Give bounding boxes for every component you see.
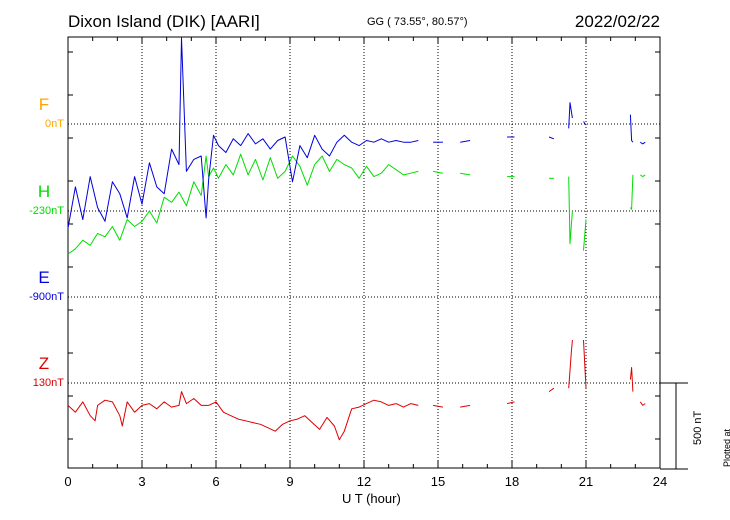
x-tick-label: 6: [212, 474, 219, 489]
series-line-z: [583, 339, 587, 389]
series-line-h: [583, 219, 587, 251]
scale-bar: [660, 382, 688, 470]
series-line-e: [548, 136, 555, 140]
series-line-z: [629, 367, 634, 392]
x-tick-label: 15: [431, 474, 445, 489]
axis-labels: 0 3 6 9 12 15 18 21 24 U T (hour) F 0nT H -230nT E -900…: [29, 95, 667, 506]
series-line-e: [629, 114, 634, 143]
x-tick-label: 9: [286, 474, 293, 489]
x-axis-label: U T (hour): [342, 491, 401, 506]
plotted-at-note: Plotted at 2022/03/25 01:54 UT: [722, 428, 730, 467]
x-tick-label: 18: [505, 474, 519, 489]
x-tick-label: 12: [357, 474, 371, 489]
chart-title-station: Dixon Island (DIK) [AARI]: [68, 12, 260, 31]
series-line-e: [67, 37, 419, 229]
series-line-z: [433, 404, 443, 408]
series-line-z: [639, 401, 646, 406]
series-lines: [67, 37, 646, 441]
series-line-h: [640, 174, 646, 178]
series-line-h: [568, 176, 573, 245]
scale-bar-label: 500 nT: [692, 410, 704, 445]
series-line-h: [629, 174, 634, 210]
x-tick-label: 21: [579, 474, 593, 489]
series-line-z: [506, 401, 515, 405]
x-tick-label: 3: [138, 474, 145, 489]
series-name-z: Z: [39, 354, 49, 373]
series-name-h: H: [38, 182, 50, 201]
series-line-z: [568, 339, 573, 389]
series-line-e: [640, 141, 646, 145]
series-line-h: [433, 170, 443, 174]
series-offset-f: 0nT: [45, 118, 64, 130]
axis-ticks: [67, 37, 661, 468]
series-line-e: [460, 140, 471, 143]
x-tick-label: 24: [653, 474, 667, 489]
series-line-z: [460, 404, 471, 408]
series-line-z: [67, 391, 419, 441]
grid: [68, 37, 660, 468]
series-line-e: [583, 121, 587, 126]
series-line-e: [568, 102, 573, 129]
series-line-h: [67, 153, 419, 255]
series-offset-z: 130nT: [33, 377, 64, 389]
series-name-e: E: [38, 268, 49, 287]
series-offset-e: -900nT: [29, 291, 64, 303]
series-name-f: F: [39, 95, 49, 114]
series-offset-h: -230nT: [29, 205, 64, 217]
x-tick-label: 0: [64, 474, 71, 489]
series-line-z: [548, 387, 555, 393]
chart-title-date: 2022/02/22: [574, 12, 660, 31]
series-line-h: [460, 172, 471, 176]
chart-title-coords: GG ( 73.55°, 80.57°): [367, 16, 468, 28]
